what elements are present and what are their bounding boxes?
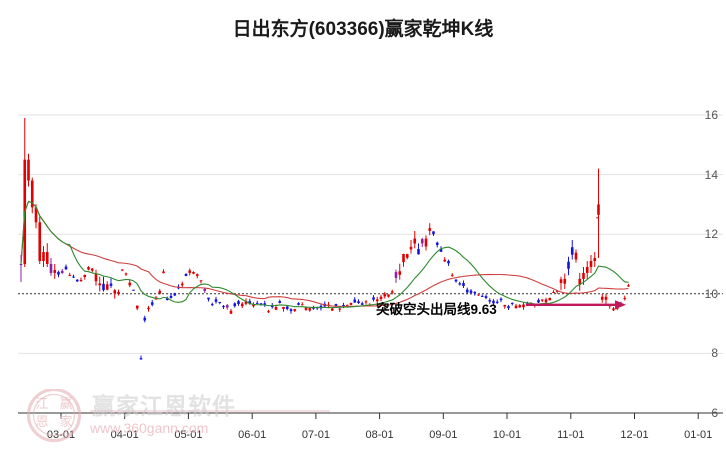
svg-text:恩: 恩 [35,414,48,429]
svg-text:家: 家 [59,414,72,429]
svg-text:赢: 赢 [59,396,72,411]
svg-text:江: 江 [35,396,48,411]
